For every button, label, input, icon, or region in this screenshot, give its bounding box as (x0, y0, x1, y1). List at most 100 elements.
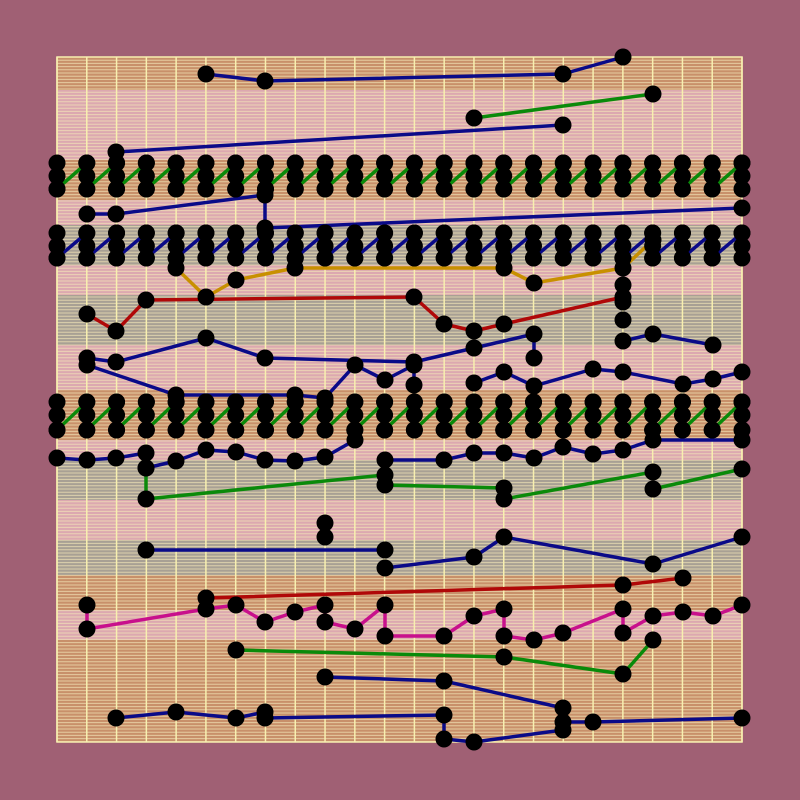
node (435, 224, 453, 242)
node (78, 224, 96, 242)
node (644, 421, 662, 439)
node (227, 237, 245, 255)
node (495, 444, 513, 462)
node (167, 406, 185, 424)
node (316, 668, 334, 686)
blue-edge (385, 438, 742, 462)
node (614, 332, 632, 350)
node (167, 167, 185, 185)
node (286, 603, 304, 621)
node (495, 249, 513, 267)
node (286, 249, 304, 267)
node (108, 154, 126, 172)
node (78, 356, 96, 374)
node (256, 349, 274, 367)
node (137, 237, 155, 255)
node (256, 421, 274, 439)
node (435, 672, 453, 690)
node (197, 406, 215, 424)
node (48, 154, 66, 172)
node (167, 703, 185, 721)
node (525, 631, 543, 649)
node (703, 393, 721, 411)
node (108, 180, 126, 198)
node (614, 311, 632, 329)
node (703, 237, 721, 255)
node (346, 154, 364, 172)
node (435, 406, 453, 424)
node (495, 406, 513, 424)
node (554, 154, 572, 172)
node (703, 249, 721, 267)
node (644, 249, 662, 267)
node (137, 421, 155, 439)
node (733, 406, 751, 424)
node (346, 224, 364, 242)
node (495, 490, 513, 508)
node (733, 393, 751, 411)
node (197, 288, 215, 306)
node (48, 421, 66, 439)
node (703, 421, 721, 439)
node (227, 443, 245, 461)
node (316, 393, 334, 411)
node (197, 65, 215, 83)
node (673, 249, 691, 267)
node (644, 393, 662, 411)
node (137, 291, 155, 309)
node (227, 406, 245, 424)
node (376, 627, 394, 645)
node (525, 167, 543, 185)
node (465, 444, 483, 462)
node (614, 406, 632, 424)
node (137, 180, 155, 198)
node (554, 65, 572, 83)
node (316, 596, 334, 614)
node (465, 374, 483, 392)
node (137, 541, 155, 559)
green-edge (235, 638, 655, 676)
node (167, 180, 185, 198)
node (197, 237, 215, 255)
node (644, 463, 662, 481)
node (525, 349, 543, 367)
node (376, 154, 394, 172)
node (137, 224, 155, 242)
node (256, 406, 274, 424)
node (227, 596, 245, 614)
node (733, 167, 751, 185)
node (256, 237, 274, 255)
node (405, 237, 423, 255)
node (137, 490, 155, 508)
node (137, 167, 155, 185)
node (316, 528, 334, 546)
node (346, 167, 364, 185)
node (614, 293, 632, 311)
node (376, 406, 394, 424)
node (316, 237, 334, 255)
node (435, 315, 453, 333)
node (584, 713, 602, 731)
node (525, 274, 543, 292)
node (316, 448, 334, 466)
node (644, 325, 662, 343)
node (554, 438, 572, 456)
node (227, 421, 245, 439)
node (256, 167, 274, 185)
node (674, 569, 692, 587)
node (435, 167, 453, 185)
node (703, 180, 721, 198)
node (495, 167, 513, 185)
node (435, 730, 453, 748)
node (197, 154, 215, 172)
node (673, 224, 691, 242)
node (316, 180, 334, 198)
blue-edge (205, 55, 624, 83)
node (495, 528, 513, 546)
node (197, 224, 215, 242)
node (465, 154, 483, 172)
node (495, 421, 513, 439)
node (703, 224, 721, 242)
node (465, 607, 483, 625)
